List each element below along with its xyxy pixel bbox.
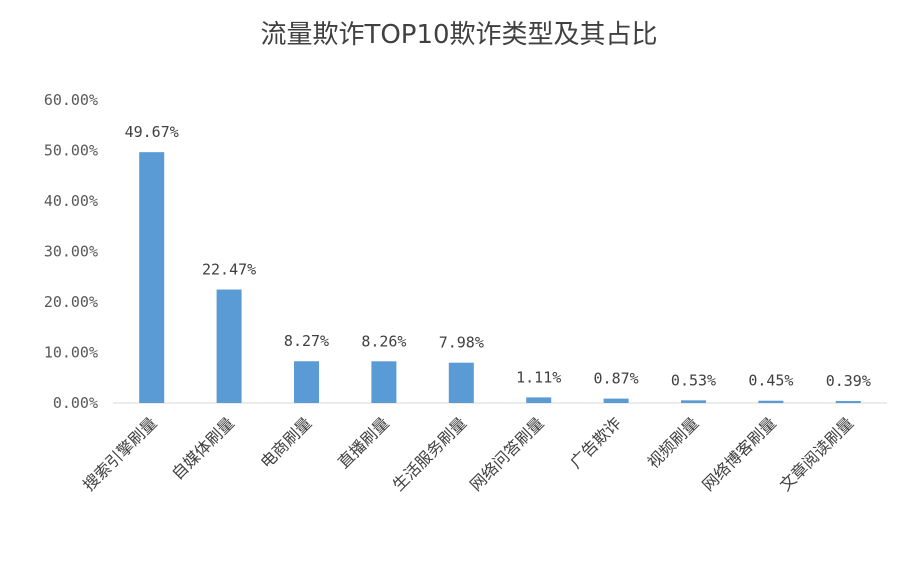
y-tick-label: 0.00% — [53, 394, 98, 412]
bar — [835, 401, 861, 403]
data-label: 0.53% — [671, 371, 716, 389]
bar — [526, 397, 552, 403]
data-label: 1.11% — [516, 368, 561, 386]
category-label: 搜索引擎刷量 — [79, 413, 160, 494]
data-label: 0.45% — [748, 372, 793, 390]
category-label: 网络博客刷量 — [698, 413, 779, 494]
y-tick-label: 40.00% — [44, 192, 98, 210]
y-tick-label: 20.00% — [44, 293, 98, 311]
category-label: 自媒体刷量 — [168, 413, 238, 483]
bar — [371, 361, 397, 403]
y-tick-label: 30.00% — [44, 243, 98, 261]
bar — [216, 289, 242, 403]
data-labels: 49.67% 22.47% 8.27% 8.26% 7.98% 1.11% 0.87% 0.5… — [125, 123, 871, 390]
bar — [681, 400, 706, 403]
data-label: 7.98% — [439, 334, 484, 352]
data-label: 22.47% — [202, 261, 256, 279]
y-tick-label: 50.00% — [44, 142, 98, 160]
bar — [758, 400, 784, 403]
category-label: 生活服务刷量 — [389, 413, 470, 494]
data-label: 8.26% — [361, 332, 406, 350]
bars — [139, 152, 861, 403]
y-tick-label: 60.00% — [44, 91, 98, 109]
y-axis-ticks: 0.00% 10.00% 20.00% 30.00% 40.00% 50.00% 60.00… — [44, 91, 98, 412]
category-label: 网络问答刷量 — [466, 413, 547, 494]
bar — [294, 361, 319, 403]
data-label: 0.87% — [594, 370, 639, 388]
data-label: 8.27% — [284, 332, 329, 350]
category-label: 电商刷量 — [257, 413, 316, 472]
y-tick-label: 10.00% — [44, 344, 98, 362]
category-label: 视频刷量 — [644, 413, 703, 472]
category-label: 直播刷量 — [334, 413, 393, 472]
bar — [603, 398, 629, 403]
category-label: 广告欺诈 — [566, 413, 625, 472]
category-label: 文章阅读刷量 — [776, 413, 857, 494]
bar — [448, 362, 474, 403]
data-label: 0.39% — [826, 372, 871, 390]
data-label: 49.67% — [125, 123, 179, 141]
bar — [139, 152, 165, 403]
chart-title: 流量欺诈TOP10欺诈类型及其占比 — [260, 20, 658, 50]
